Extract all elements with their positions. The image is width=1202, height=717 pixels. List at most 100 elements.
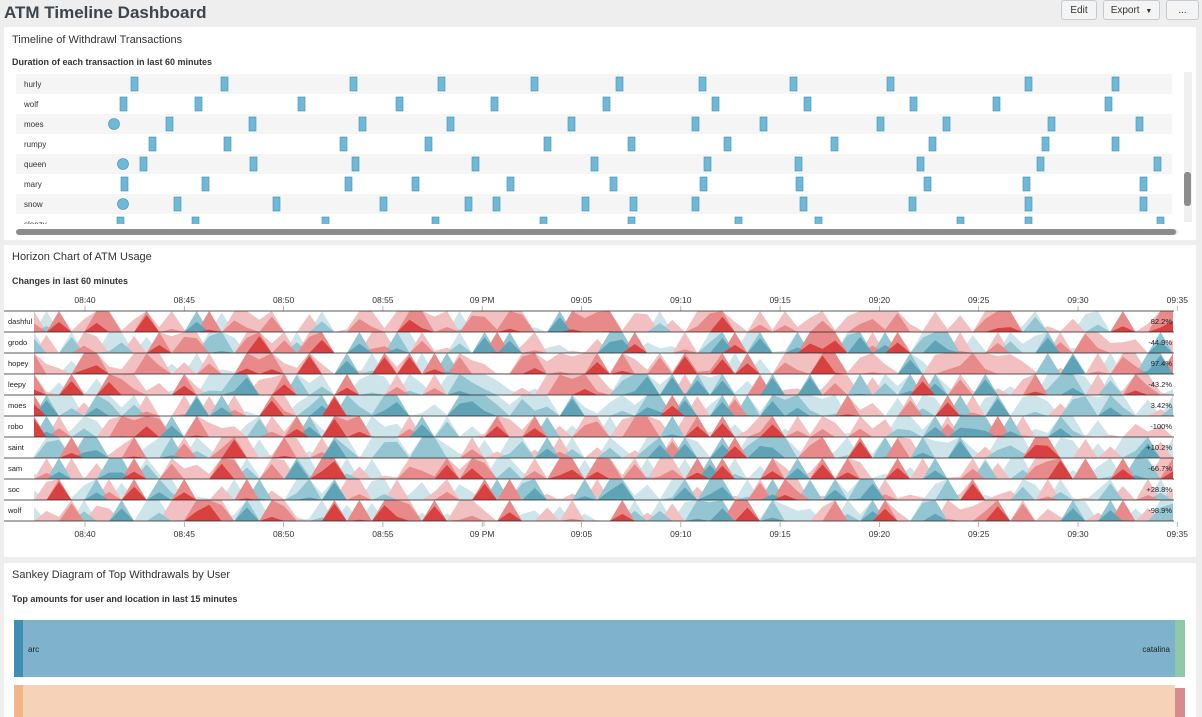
transaction-mark[interactable] bbox=[908, 196, 917, 212]
transaction-mark[interactable] bbox=[321, 216, 330, 224]
transaction-mark[interactable] bbox=[464, 196, 473, 212]
transaction-mark[interactable] bbox=[992, 96, 1001, 112]
transaction-mark[interactable] bbox=[351, 156, 360, 172]
transaction-mark[interactable] bbox=[830, 136, 839, 152]
transaction-mark[interactable] bbox=[119, 96, 128, 112]
transaction-mark[interactable] bbox=[1104, 96, 1113, 112]
transaction-mark[interactable] bbox=[1111, 76, 1120, 92]
transaction-mark[interactable] bbox=[711, 96, 720, 112]
sankey-node-target[interactable] bbox=[1175, 688, 1185, 717]
transaction-mark[interactable] bbox=[194, 96, 203, 112]
transaction-mark[interactable] bbox=[1111, 136, 1120, 152]
transaction-mark[interactable] bbox=[471, 156, 480, 172]
transaction-mark[interactable] bbox=[530, 76, 539, 92]
transaction-mark[interactable] bbox=[794, 156, 803, 172]
transaction-mark[interactable] bbox=[1036, 156, 1045, 172]
transaction-mark[interactable] bbox=[249, 156, 258, 172]
transaction-mark[interactable] bbox=[437, 76, 446, 92]
sankey-node-source[interactable] bbox=[14, 620, 23, 677]
vertical-scrollbar-thumb[interactable] bbox=[1184, 172, 1191, 206]
transaction-mark[interactable] bbox=[567, 116, 576, 132]
horizontal-scrollbar-thumb[interactable] bbox=[16, 229, 1176, 235]
transaction-mark[interactable] bbox=[581, 196, 590, 212]
transaction-mark[interactable] bbox=[627, 216, 636, 224]
transaction-mark[interactable] bbox=[339, 136, 348, 152]
transaction-dot[interactable] bbox=[117, 198, 129, 210]
transaction-mark[interactable] bbox=[506, 176, 515, 192]
transaction-mark[interactable] bbox=[699, 176, 708, 192]
transaction-mark[interactable] bbox=[446, 116, 455, 132]
transaction-mark[interactable] bbox=[909, 96, 918, 112]
edit-button[interactable]: Edit bbox=[1061, 0, 1097, 20]
vertical-scrollbar[interactable] bbox=[1184, 72, 1192, 222]
transaction-mark[interactable] bbox=[1139, 196, 1148, 212]
sankey-link[interactable] bbox=[23, 620, 1175, 677]
transaction-dot[interactable] bbox=[108, 118, 120, 130]
transaction-mark[interactable] bbox=[539, 216, 548, 224]
transaction-mark[interactable] bbox=[615, 76, 624, 92]
transaction-mark[interactable] bbox=[795, 176, 804, 192]
transaction-mark[interactable] bbox=[220, 76, 229, 92]
transaction-mark[interactable] bbox=[1047, 116, 1056, 132]
transaction-mark[interactable] bbox=[191, 216, 200, 224]
transaction-mark[interactable] bbox=[691, 116, 700, 132]
transaction-mark[interactable] bbox=[148, 136, 157, 152]
transaction-mark[interactable] bbox=[344, 176, 353, 192]
transaction-mark[interactable] bbox=[627, 136, 636, 152]
transaction-mark[interactable] bbox=[165, 116, 174, 132]
sankey-link[interactable] bbox=[23, 685, 1175, 717]
transaction-mark[interactable] bbox=[173, 196, 182, 212]
transaction-mark[interactable] bbox=[886, 76, 895, 92]
transaction-mark[interactable] bbox=[691, 196, 700, 212]
transaction-mark[interactable] bbox=[942, 116, 951, 132]
transaction-mark[interactable] bbox=[956, 216, 965, 224]
transaction-mark[interactable] bbox=[803, 96, 812, 112]
sankey-node-source[interactable] bbox=[14, 685, 23, 717]
transaction-mark[interactable] bbox=[1024, 76, 1033, 92]
transaction-mark[interactable] bbox=[1024, 216, 1033, 224]
export-button[interactable]: Export ▼ bbox=[1103, 0, 1160, 20]
transaction-mark[interactable] bbox=[1022, 176, 1031, 192]
transaction-dot[interactable] bbox=[117, 158, 129, 170]
transaction-mark[interactable] bbox=[492, 196, 501, 212]
transaction-mark[interactable] bbox=[923, 176, 932, 192]
transaction-mark[interactable] bbox=[120, 176, 129, 192]
more-actions-button[interactable]: ... bbox=[1166, 0, 1199, 20]
transaction-mark[interactable] bbox=[379, 196, 388, 212]
transaction-mark[interactable] bbox=[349, 76, 358, 92]
transaction-mark[interactable] bbox=[814, 216, 823, 224]
transaction-mark[interactable] bbox=[490, 96, 499, 112]
transaction-mark[interactable] bbox=[602, 96, 611, 112]
transaction-mark[interactable] bbox=[1153, 156, 1162, 172]
transaction-mark[interactable] bbox=[424, 136, 433, 152]
transaction-mark[interactable] bbox=[130, 76, 139, 92]
transaction-mark[interactable] bbox=[1139, 176, 1148, 192]
transaction-mark[interactable] bbox=[789, 76, 798, 92]
transaction-mark[interactable] bbox=[248, 116, 257, 132]
transaction-mark[interactable] bbox=[201, 176, 210, 192]
transaction-mark[interactable] bbox=[916, 156, 925, 172]
transaction-mark[interactable] bbox=[799, 196, 808, 212]
sankey-node-target[interactable] bbox=[1175, 620, 1185, 677]
transaction-mark[interactable] bbox=[629, 196, 638, 212]
transaction-mark[interactable] bbox=[223, 136, 232, 152]
transaction-mark[interactable] bbox=[1135, 116, 1144, 132]
transaction-mark[interactable] bbox=[698, 76, 707, 92]
transaction-mark[interactable] bbox=[1024, 196, 1033, 212]
transaction-mark[interactable] bbox=[272, 196, 281, 212]
transaction-mark[interactable] bbox=[395, 96, 404, 112]
sankey-flow[interactable] bbox=[14, 685, 1185, 717]
transaction-mark[interactable] bbox=[759, 116, 768, 132]
transaction-mark[interactable] bbox=[431, 216, 440, 224]
sankey-flow[interactable]: arc catalina bbox=[14, 620, 1185, 677]
horizontal-scrollbar[interactable] bbox=[16, 229, 1178, 235]
transaction-mark[interactable] bbox=[609, 176, 618, 192]
transaction-mark[interactable] bbox=[723, 136, 732, 152]
transaction-mark[interactable] bbox=[928, 136, 937, 152]
transaction-mark[interactable] bbox=[411, 176, 420, 192]
transaction-mark[interactable] bbox=[734, 216, 743, 224]
transaction-mark[interactable] bbox=[703, 156, 712, 172]
transaction-mark[interactable] bbox=[1041, 136, 1050, 152]
transaction-mark[interactable] bbox=[876, 116, 885, 132]
transaction-mark[interactable] bbox=[590, 156, 599, 172]
